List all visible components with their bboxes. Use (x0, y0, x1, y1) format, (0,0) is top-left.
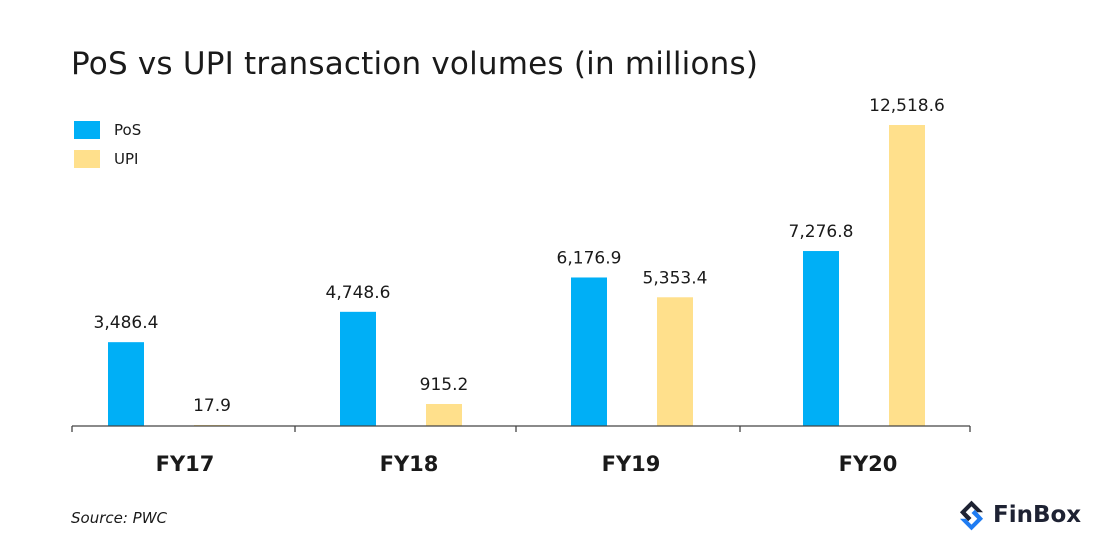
bar-upi-fy20 (889, 125, 925, 426)
x-tick-label-fy17: FY17 (156, 452, 215, 476)
source-note: Source: PWC (71, 509, 168, 527)
finbox-logo-icon (959, 500, 984, 530)
data-label-pos-fy18: 4,748.6 (326, 283, 391, 303)
legend: PoS UPI (74, 121, 141, 168)
bar-pos-fy18 (340, 311, 376, 426)
data-label-upi-fy18: 915.2 (420, 375, 469, 395)
bar-pos-fy17 (108, 342, 144, 426)
legend-swatch-upi (74, 150, 100, 168)
legend-label-pos: PoS (114, 121, 141, 139)
bar-pos-fy20 (803, 251, 839, 426)
data-label-pos-fy17: 3,486.4 (94, 313, 159, 333)
legend-swatch-pos (74, 121, 100, 139)
data-label-upi-fy17: 17.9 (193, 396, 231, 416)
x-axis: FY17 FY18 FY19 FY20 (71, 425, 971, 476)
bar-upi-fy18 (426, 403, 462, 426)
data-label-pos-fy20: 7,276.8 (789, 222, 854, 242)
x-tick-label-fy20: FY20 (839, 452, 898, 476)
chart-title: PoS vs UPI transaction volumes (in milli… (71, 46, 759, 82)
legend-label-upi: UPI (114, 150, 138, 168)
data-label-upi-fy20: 12,518.6 (869, 96, 945, 116)
data-label-upi-fy19: 5,353.4 (643, 268, 708, 288)
bars (108, 125, 925, 426)
bar-upi-fy19 (657, 297, 693, 426)
data-labels: 3,486.4 17.9 4,748.6 915.2 6,176.9 5,353.4 7,2… (94, 96, 945, 416)
x-tick-label-fy18: FY18 (380, 452, 439, 476)
brand-logo: FinBox (955, 498, 1081, 532)
data-label-pos-fy19: 6,176.9 (557, 248, 622, 268)
bar-pos-fy19 (571, 277, 607, 426)
brand-name: FinBox (993, 502, 1082, 528)
x-tick-label-fy19: FY19 (602, 452, 661, 476)
